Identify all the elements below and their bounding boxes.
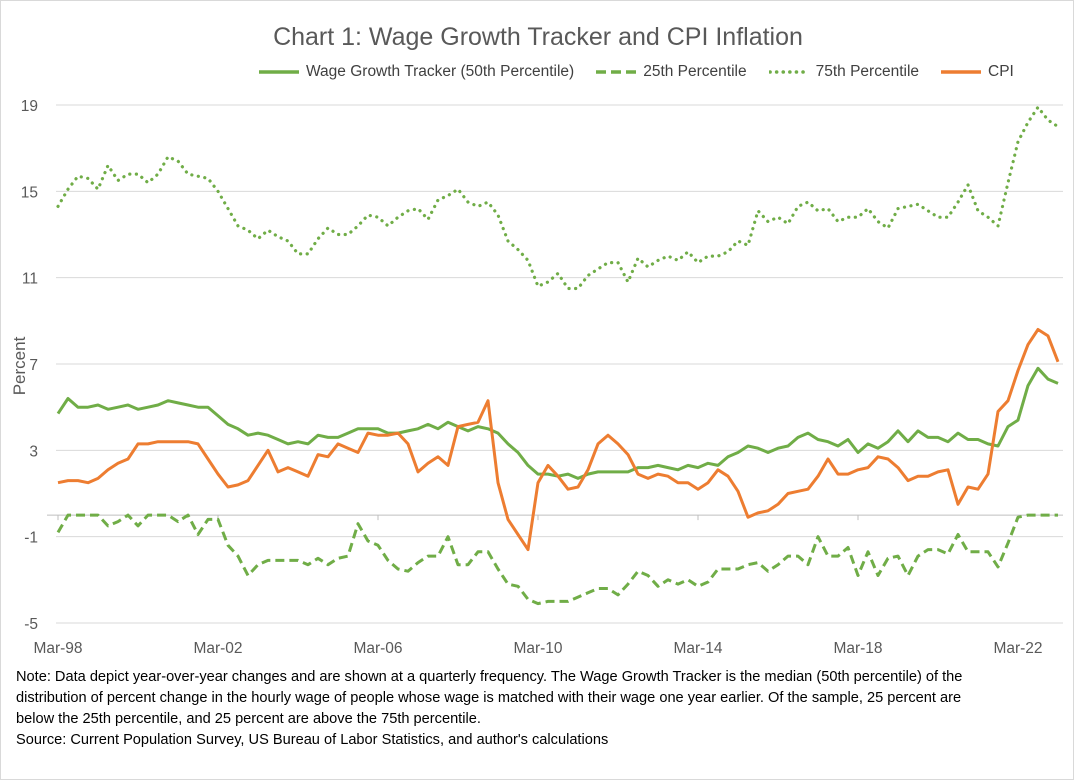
y-tick-label: 3 — [29, 443, 38, 460]
legend-swatch-dashed-green — [596, 70, 637, 74]
y-tick-label: 19 — [21, 98, 38, 115]
y-tick-label: -1 — [24, 530, 38, 547]
legend-item-75th: 75th Percentile — [768, 63, 920, 81]
axes: -5 -1 3 7 11 15 19 Mar-98 Mar-02 Mar-06 Mar-10 Mar-… — [21, 98, 1063, 657]
y-axis-label: Percent — [10, 336, 29, 395]
series-line-25th — [56, 513, 1058, 606]
x-tick-label: Mar-98 — [33, 640, 82, 657]
series-lines — [56, 105, 1060, 606]
legend: Wage Growth Tracker (50th Percentile) 25… — [259, 63, 1036, 81]
y-tick-label: 11 — [22, 271, 38, 288]
legend-swatch-solid-green — [259, 70, 299, 74]
legend-label: 25th Percentile — [643, 63, 747, 80]
legend-item-25th: 25th Percentile — [596, 63, 747, 81]
chart-note: Note: Data depict year-over-year changes… — [16, 667, 1066, 751]
x-tick-label: Mar-14 — [673, 640, 722, 657]
y-tick-label: -5 — [24, 616, 38, 633]
legend-swatch-solid-orange — [941, 70, 982, 74]
y-tick-label: 15 — [21, 184, 38, 201]
note-line: distribution of percent change in the ho… — [16, 690, 962, 706]
source-line: Source: Current Population Survey, US Bu… — [16, 732, 609, 748]
x-tick-label: Mar-02 — [193, 640, 242, 657]
legend-label: 75th Percentile — [815, 63, 920, 80]
y-tick-label: 7 — [29, 357, 38, 374]
gridlines — [56, 104, 1063, 624]
x-tick-label: Mar-10 — [513, 640, 562, 657]
x-tick-label: Mar-22 — [993, 640, 1042, 657]
legend-item-cpi: CPI — [941, 63, 1014, 81]
note-line: Note: Data depict year-over-year changes… — [16, 669, 963, 685]
legend-swatch-dotted-green — [768, 70, 809, 74]
series-line-75th — [56, 105, 1060, 291]
legend-label: CPI — [988, 63, 1014, 80]
note-line: below the 25th percentile, and 25 percen… — [16, 711, 481, 727]
x-tick-label: Mar-18 — [833, 640, 882, 657]
series-line-cpi — [57, 328, 1060, 552]
legend-item-median: Wage Growth Tracker (50th Percentile) — [259, 63, 574, 81]
series-line-median — [56, 366, 1059, 480]
legend-label: Wage Growth Tracker (50th Percentile) — [306, 63, 575, 80]
x-tick-label: Mar-06 — [353, 640, 402, 657]
chart-title: Chart 1: Wage Growth Tracker and CPI Inf… — [273, 23, 803, 51]
